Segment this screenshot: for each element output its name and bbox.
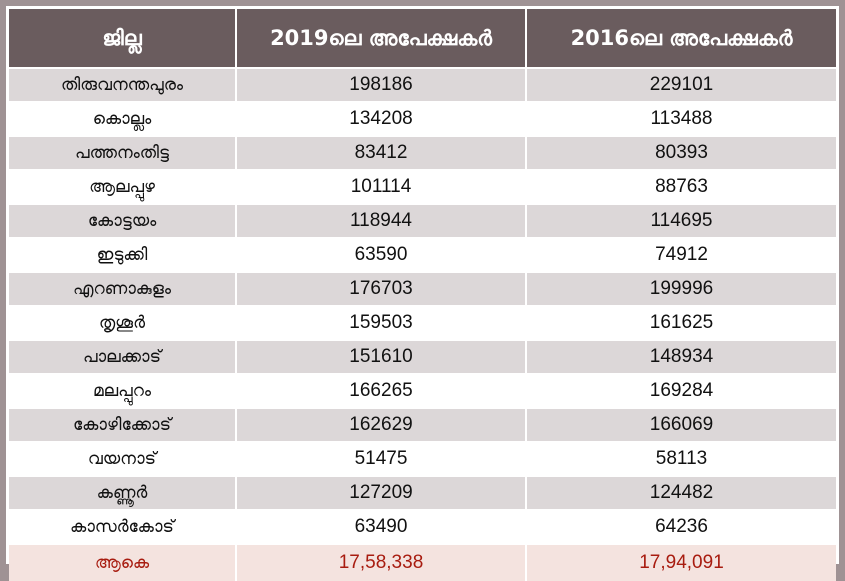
- value-2019: 159503: [236, 305, 527, 340]
- value-2016: 148934: [526, 339, 836, 374]
- header-district: ജില്ല: [9, 9, 237, 68]
- value-2016: 199996: [526, 271, 836, 306]
- value-2016: 229101: [526, 67, 836, 102]
- table-row: കാസർകോട് 63490 64236: [9, 509, 836, 544]
- table-row: കൊല്ലം 134208 113488: [9, 101, 836, 136]
- district-name: കോഴിക്കോട്: [9, 407, 237, 442]
- total-2019: 17,58,338: [236, 543, 527, 581]
- table-row: വയനാട് 51475 58113: [9, 441, 836, 476]
- value-2016: 80393: [526, 135, 836, 170]
- district-name: പത്തനംതിട്ട: [9, 135, 237, 170]
- value-2019: 151610: [236, 339, 527, 374]
- table-row: പാലക്കാട് 151610 148934: [9, 339, 836, 374]
- total-2016: 17,94,091: [526, 543, 836, 581]
- value-2019: 83412: [236, 135, 527, 170]
- value-2019: 51475: [236, 441, 527, 476]
- table-row: കോഴിക്കോട് 162629 166069: [9, 407, 836, 442]
- district-name: പാലക്കാട്: [9, 339, 237, 374]
- value-2016: 113488: [526, 101, 836, 136]
- value-2016: 169284: [526, 373, 836, 408]
- value-2016: 58113: [526, 441, 836, 476]
- value-2019: 63590: [236, 237, 527, 272]
- value-2019: 176703: [236, 271, 527, 306]
- value-2019: 101114: [236, 169, 527, 204]
- total-label: ആകെ: [9, 543, 237, 581]
- table-row: എറണാകുളം 176703 199996: [9, 271, 836, 306]
- value-2019: 63490: [236, 509, 527, 544]
- value-2016: 166069: [526, 407, 836, 442]
- value-2019: 166265: [236, 373, 527, 408]
- table-row: കണ്ണൂർ 127209 124482: [9, 475, 836, 510]
- table-row: ആലപ്പുഴ 101114 88763: [9, 169, 836, 204]
- value-2016: 74912: [526, 237, 836, 272]
- value-2019: 118944: [236, 203, 527, 238]
- value-2019: 127209: [236, 475, 527, 510]
- value-2019: 198186: [236, 67, 527, 102]
- value-2016: 124482: [526, 475, 836, 510]
- district-name: കൊല്ലം: [9, 101, 237, 136]
- district-name: കാസർകോട്: [9, 509, 237, 544]
- applicants-table: ജില്ല 2019ലെ അപേക്ഷകർ 2016ലെ അപേക്ഷകർ തി…: [9, 9, 836, 581]
- table-row: കോട്ടയം 118944 114695: [9, 203, 836, 238]
- table-row: ഇടുക്കി 63590 74912: [9, 237, 836, 272]
- value-2016: 114695: [526, 203, 836, 238]
- value-2016: 88763: [526, 169, 836, 204]
- district-name: കണ്ണൂർ: [9, 475, 237, 510]
- table-row: പത്തനംതിട്ട 83412 80393: [9, 135, 836, 170]
- table-row: തൃശൂർ 159503 161625: [9, 305, 836, 340]
- table-body: തിരുവനന്തപുരം 198186 229101 കൊല്ലം 13420…: [9, 67, 836, 581]
- district-name: തിരുവനന്തപുരം: [9, 67, 237, 102]
- district-name: ആലപ്പുഴ: [9, 169, 237, 204]
- district-name: മലപ്പുറം: [9, 373, 237, 408]
- district-name: ഇടുക്കി: [9, 237, 237, 272]
- table-frame: ജില്ല 2019ലെ അപേക്ഷകർ 2016ലെ അപേക്ഷകർ തി…: [6, 6, 839, 581]
- total-row: ആകെ 17,58,338 17,94,091: [9, 543, 836, 581]
- district-name: എറണാകുളം: [9, 271, 237, 306]
- table-row: മലപ്പുറം 166265 169284: [9, 373, 836, 408]
- header-2019-applicants: 2019ലെ അപേക്ഷകർ: [236, 9, 527, 68]
- value-2016: 64236: [526, 509, 836, 544]
- district-name: വയനാട്: [9, 441, 237, 476]
- table-header: ജില്ല 2019ലെ അപേക്ഷകർ 2016ലെ അപേക്ഷകർ: [9, 9, 836, 68]
- header-row: ജില്ല 2019ലെ അപേക്ഷകർ 2016ലെ അപേക്ഷകർ: [9, 9, 836, 68]
- district-name: കോട്ടയം: [9, 203, 237, 238]
- value-2019: 162629: [236, 407, 527, 442]
- table-row: തിരുവനന്തപുരം 198186 229101: [9, 67, 836, 102]
- value-2019: 134208: [236, 101, 527, 136]
- district-name: തൃശൂർ: [9, 305, 237, 340]
- value-2016: 161625: [526, 305, 836, 340]
- header-2016-applicants: 2016ലെ അപേക്ഷകർ: [526, 9, 836, 68]
